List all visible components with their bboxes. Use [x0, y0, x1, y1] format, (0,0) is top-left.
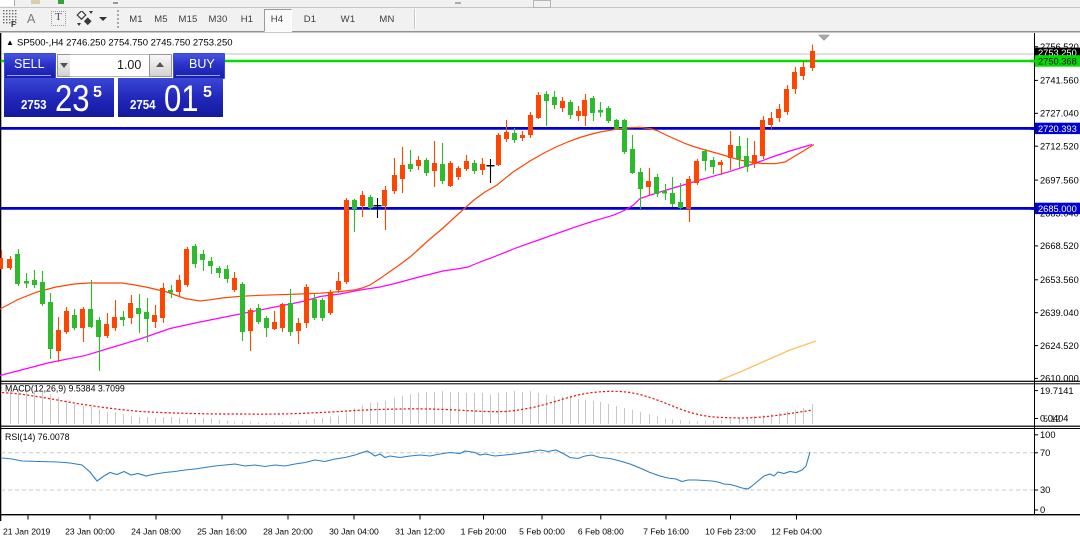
svg-text:2697.560: 2697.560: [1040, 175, 1079, 185]
svg-text:7 Feb 16:00: 7 Feb 16:00: [643, 527, 689, 537]
svg-text:2639.040: 2639.040: [1040, 308, 1079, 318]
svg-text:30 Jan 04:00: 30 Jan 04:00: [329, 527, 379, 537]
svg-text:F: F: [11, 20, 16, 29]
svg-text:2653.560: 2653.560: [1040, 275, 1079, 285]
svg-text:1 Feb 20:00: 1 Feb 20:00: [461, 527, 507, 537]
svg-text:12 Feb 04:00: 12 Feb 04:00: [771, 527, 822, 537]
svg-text:2624.520: 2624.520: [1040, 341, 1079, 351]
svg-text:2668.520: 2668.520: [1040, 241, 1079, 251]
svg-text:2741.560: 2741.560: [1040, 76, 1079, 86]
svg-text:19.7141: 19.7141: [1040, 386, 1074, 396]
svg-text:21 Jan 2019: 21 Jan 2019: [3, 527, 51, 537]
svg-text:SP500-,H4 2746.250 2754.750 2: SP500-,H4 2746.250 2754.750 2745.750 275…: [17, 38, 233, 49]
svg-text:100: 100: [1040, 430, 1056, 440]
svg-text:2750.368: 2750.368: [1038, 56, 1077, 66]
svg-text:2753.250: 2753.250: [1038, 48, 1077, 58]
svg-text:5.12: 5.12: [1043, 414, 1061, 424]
svg-text:2712.520: 2712.520: [1040, 141, 1079, 151]
svg-text:31 Jan 12:00: 31 Jan 12:00: [395, 527, 445, 537]
svg-text:2685.000: 2685.000: [1038, 204, 1077, 214]
svg-text:70: 70: [1040, 448, 1050, 458]
svg-text:2756.520: 2756.520: [1040, 42, 1079, 52]
svg-text:25 Jan 16:00: 25 Jan 16:00: [197, 527, 247, 537]
svg-text:10 Feb 23:00: 10 Feb 23:00: [705, 527, 756, 537]
svg-text:2720.393: 2720.393: [1038, 124, 1077, 134]
svg-text:RSI(14) 76.0078: RSI(14) 76.0078: [5, 432, 70, 442]
svg-text:2727.040: 2727.040: [1040, 109, 1079, 119]
svg-text:24 Jan 08:00: 24 Jan 08:00: [131, 527, 181, 537]
svg-text:0: 0: [1040, 505, 1045, 515]
svg-text:2610.000: 2610.000: [1040, 374, 1079, 384]
svg-text:5 Feb 00:00: 5 Feb 00:00: [519, 527, 565, 537]
svg-text:28 Jan 20:00: 28 Jan 20:00: [263, 527, 313, 537]
svg-text:▲: ▲: [6, 38, 14, 47]
svg-text:MACD(12,26,9) 9.5384 3.7099: MACD(12,26,9) 9.5384 3.7099: [5, 384, 125, 394]
svg-text:23 Jan 00:00: 23 Jan 00:00: [65, 527, 115, 537]
svg-text:30: 30: [1040, 485, 1050, 495]
svg-text:6 Feb 08:00: 6 Feb 08:00: [578, 527, 624, 537]
svg-text:0.0404: 0.0404: [1040, 414, 1068, 424]
